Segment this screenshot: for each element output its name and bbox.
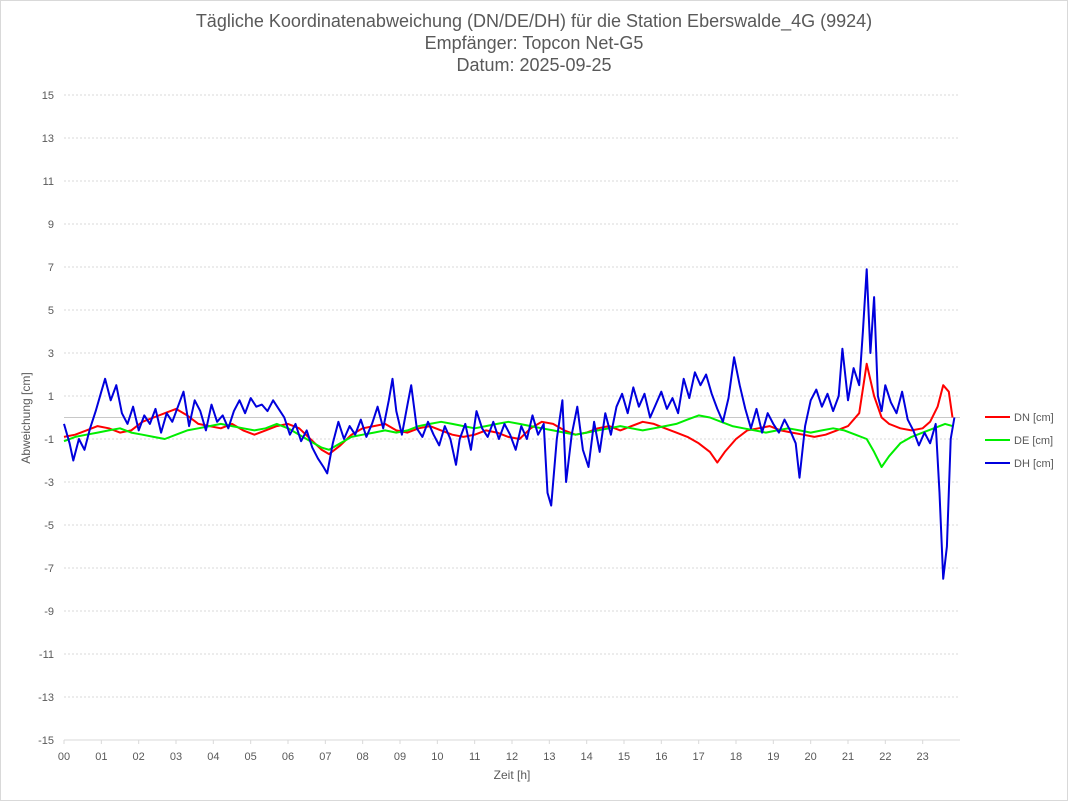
x-tick-label: 08 <box>357 751 369 763</box>
x-tick-label: 07 <box>319 751 331 763</box>
x-tick-label: 10 <box>431 751 443 763</box>
y-tick-label: -5 <box>44 520 54 532</box>
x-tick-label: 09 <box>394 751 406 763</box>
x-tick-label: 06 <box>282 751 294 763</box>
x-tick-label: 03 <box>170 751 182 763</box>
x-tick-label: 04 <box>207 751 219 763</box>
chart-subtitle: Empfänger: Topcon Net-G5 <box>424 33 644 53</box>
x-tick-label: 14 <box>581 751 593 763</box>
x-tick-label: 01 <box>95 751 107 763</box>
chart-date: Datum: 2025-09-25 <box>456 55 612 75</box>
y-tick-label: -13 <box>38 692 54 704</box>
series-line-de <box>63 414 953 468</box>
y-tick-label: 3 <box>48 348 54 360</box>
x-tick-label: 23 <box>917 751 929 763</box>
x-axis-title: Zeit [h] <box>494 768 531 782</box>
y-tick-label: 9 <box>48 219 54 231</box>
y-tick-label: -1 <box>44 434 54 446</box>
y-tick-label: 5 <box>48 305 54 317</box>
y-tick-label: 11 <box>43 176 54 188</box>
legend-label-dn: DN [cm] <box>1014 412 1054 424</box>
chart-title: Tägliche Koordinatenabweichung (DN/DE/DH… <box>195 11 873 31</box>
x-tick-label: 19 <box>767 751 779 763</box>
x-tick-label: 02 <box>133 751 145 763</box>
y-tick-label: 7 <box>48 262 54 274</box>
x-tick-label: 17 <box>693 751 705 763</box>
legend: DN [cm] DE [cm] DH [cm] <box>985 412 1054 470</box>
legend-label-de: DE [cm] <box>1014 435 1053 447</box>
x-tick-label: 15 <box>618 751 630 763</box>
legend-label-dh: DH [cm] <box>1014 458 1054 470</box>
x-tick-label: 11 <box>469 751 480 763</box>
series-line-dh <box>63 268 956 580</box>
x-tick-label: 05 <box>245 751 257 763</box>
x-tick-label: 22 <box>879 751 891 763</box>
y-tick-label: -15 <box>38 735 54 747</box>
x-tick-label: 12 <box>506 751 518 763</box>
grid-layer <box>64 94 960 741</box>
y-tick-label: 15 <box>42 90 54 102</box>
y-tick-label: -3 <box>44 477 54 489</box>
y-tick-label: -11 <box>39 649 54 661</box>
x-tick-label: 18 <box>730 751 742 763</box>
x-tick-label: 13 <box>543 751 555 763</box>
series-line-dn <box>63 362 954 464</box>
y-tick-label: 1 <box>48 391 54 403</box>
axis-layer: 15 13 11 9 7 5 3 1 -1 -3 -5 -7 -9 -11 -13 -15 00 01 02 03 04… <box>38 90 960 763</box>
x-tick-label: 16 <box>655 751 667 763</box>
x-tick-label: 20 <box>805 751 817 763</box>
y-axis-title: Abweichung [cm] <box>19 372 33 463</box>
y-tick-label: -9 <box>44 606 54 618</box>
series-layer <box>63 268 956 580</box>
x-tick-label: 00 <box>58 751 70 763</box>
y-tick-label: -7 <box>44 563 54 575</box>
chart-title-block: Tägliche Koordinatenabweichung (DN/DE/DH… <box>0 10 1068 76</box>
y-tick-label: 13 <box>42 133 54 145</box>
x-tick-label: 21 <box>842 751 854 763</box>
